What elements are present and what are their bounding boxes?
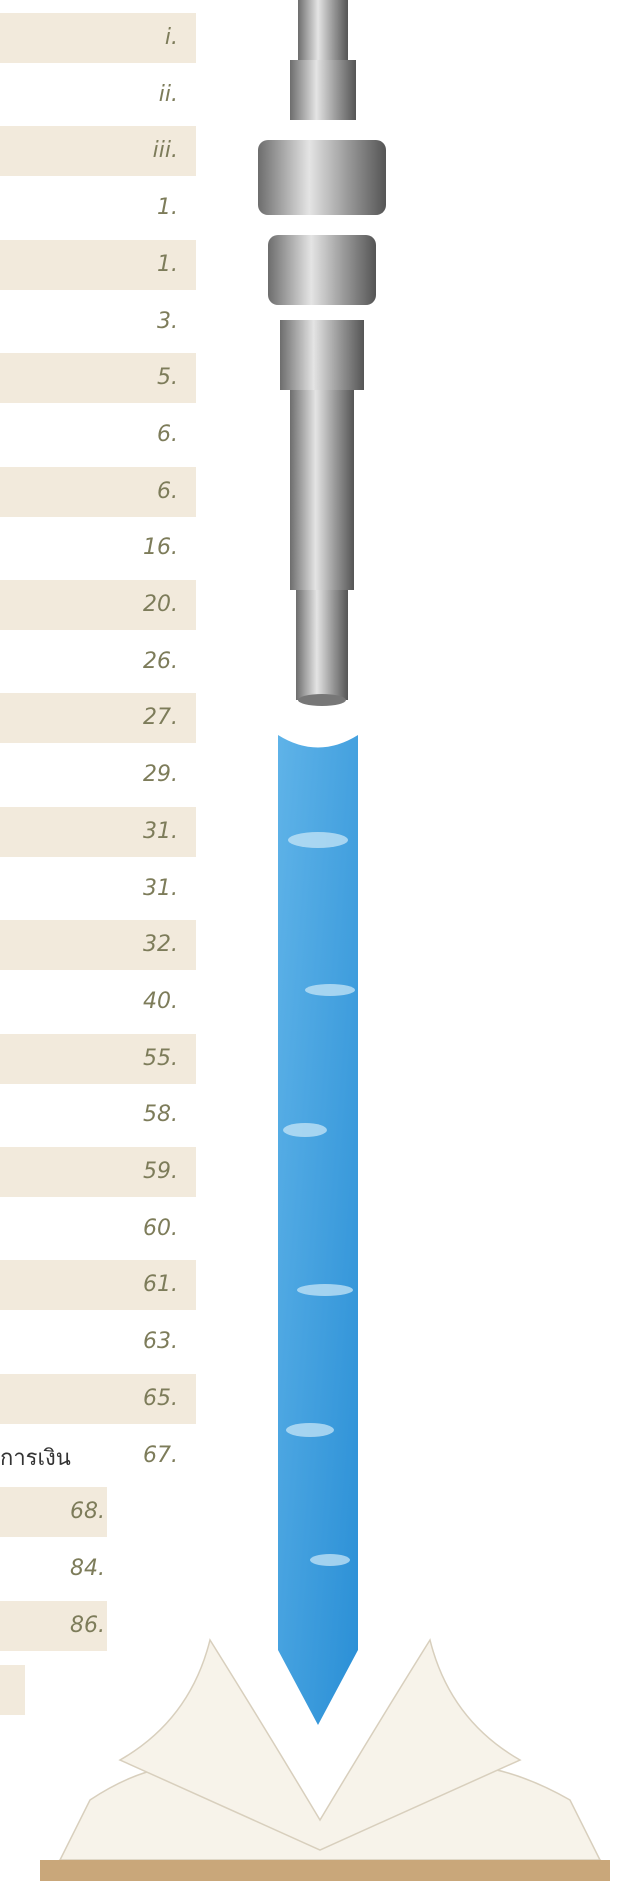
page-number: 32.: [98, 930, 178, 960]
page-number: 1.: [98, 250, 178, 280]
page-number: 55.: [98, 1044, 178, 1074]
page-number: 26.: [98, 647, 178, 677]
page-number: 20.: [98, 590, 178, 620]
page-number: ii.: [98, 80, 178, 110]
page-number: 68.: [25, 1497, 105, 1527]
page-number: 60.: [98, 1214, 178, 1244]
shaft: [258, 0, 386, 706]
page-number: 1.: [98, 193, 178, 223]
page-number: 27.: [98, 703, 178, 733]
page-number: 84.: [25, 1554, 105, 1584]
page-number: 6.: [98, 420, 178, 450]
page-number: iii.: [98, 136, 178, 166]
page-number: 31.: [98, 874, 178, 904]
page-number: 86.: [25, 1611, 105, 1641]
page-number: 61.: [98, 1270, 178, 1300]
page-number: 31.: [98, 817, 178, 847]
page-number: 16.: [98, 533, 178, 563]
page-number: 6.: [98, 477, 178, 507]
page-number: 67.: [98, 1441, 178, 1471]
page-number: 40.: [98, 987, 178, 1017]
page-number: 5.: [98, 363, 178, 393]
page-number: 63.: [98, 1327, 178, 1357]
page-number: 3.: [98, 307, 178, 337]
page-number: 65.: [98, 1384, 178, 1414]
partial-text: การเงิน: [0, 1444, 71, 1474]
water-strip: [278, 735, 358, 1725]
page-number: i.: [98, 23, 178, 53]
page-number: 59.: [98, 1157, 178, 1187]
page-number: 58.: [98, 1100, 178, 1130]
band: [0, 1665, 25, 1715]
page-number: 29.: [98, 760, 178, 790]
page: การเงิน i. ii. iii. 1. 1. 3. 5. 6. 6. 16. 20. 26. 27…: [0, 0, 632, 1881]
